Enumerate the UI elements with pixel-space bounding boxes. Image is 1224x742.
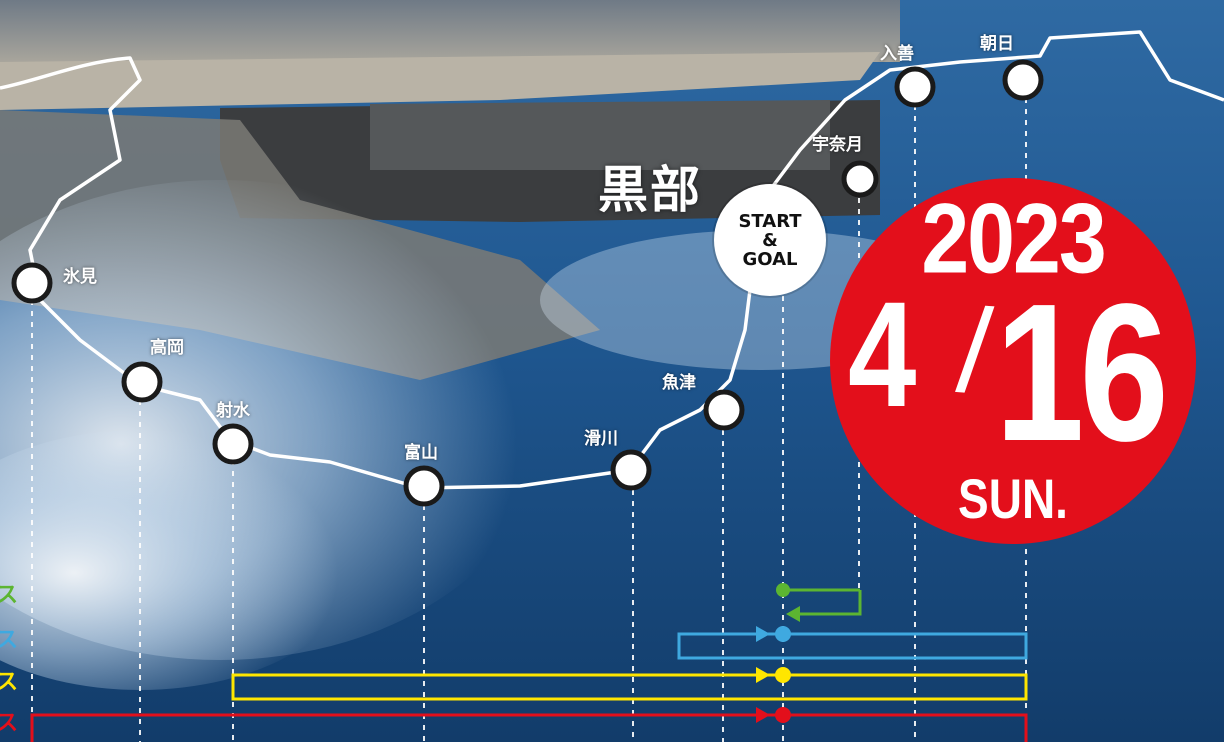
start-label: START [738, 210, 802, 232]
checkpoint-label-toyama: 富山 [404, 443, 438, 463]
checkpoint-label-unazuki: 宇奈月 [812, 135, 863, 155]
checkpoint-label-asahi: 朝日 [980, 34, 1014, 54]
course-yellow [231, 667, 1028, 701]
checkpoint-imizu-dot [212, 423, 254, 465]
checkpoint-himi-dot [11, 262, 53, 304]
beach [0, 52, 880, 110]
checkpoint-uozu-dot [703, 389, 745, 431]
ampersand-label: & [762, 229, 778, 251]
event-year: 2023 [921, 183, 1106, 295]
course-green [776, 583, 862, 622]
course-edge-blue: ス [0, 628, 19, 653]
event-month: 4 [848, 270, 917, 438]
event-day: 16 [995, 263, 1169, 482]
kurobe-title: 黒部 [598, 161, 702, 219]
date-slash: / [953, 283, 996, 419]
breakwater-top [370, 100, 830, 170]
checkpoint-label-namerikawa: 滑川 [584, 429, 618, 449]
town-strip [0, 0, 900, 62]
checkpoint-label-imizu: 射水 [216, 401, 250, 421]
goal-label: GOAL [742, 248, 798, 270]
checkpoint-toyama-dot [403, 465, 445, 507]
course-edge-green: ス [0, 583, 19, 608]
checkpoint-nyuzen-dot [894, 66, 936, 108]
event-date-badge: 2023 4 / 16 SUN. [830, 178, 1196, 544]
checkpoint-label-nyuzen: 入善 [880, 44, 914, 64]
checkpoint-label-takaoka: 高岡 [150, 338, 184, 358]
checkpoint-label-himi: 氷見 [63, 267, 97, 287]
course-edge-yellow: ス [0, 670, 19, 695]
course-edge-red: ス [0, 711, 19, 736]
checkpoint-asahi-dot [1002, 59, 1044, 101]
event-weekday: SUN. [958, 467, 1068, 531]
checkpoint-takaoka-dot [121, 361, 163, 403]
course-blue [677, 626, 1028, 660]
wave-splash-2 [0, 430, 360, 690]
start-goal-marker: START & GOAL [714, 184, 826, 296]
checkpoint-unazuki-dot [841, 160, 879, 198]
checkpoint-label-uozu: 魚津 [662, 373, 696, 393]
checkpoint-namerikawa-dot [610, 449, 652, 491]
course-red [30, 707, 1028, 742]
